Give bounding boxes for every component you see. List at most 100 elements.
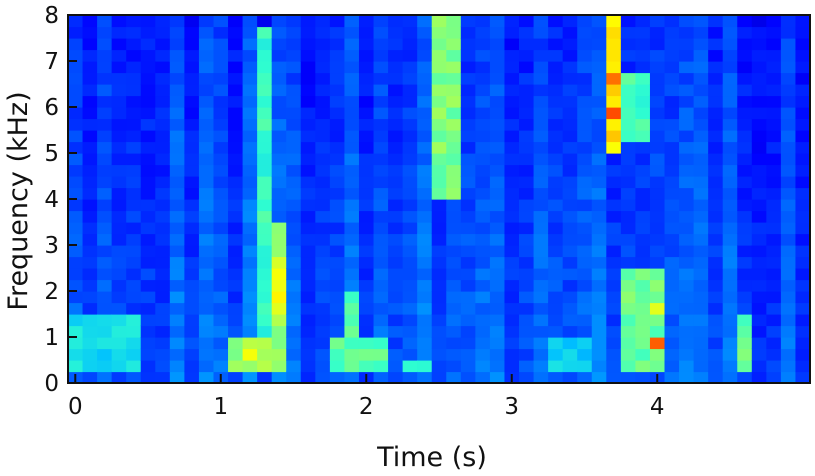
heat-cell (213, 348, 229, 361)
heat-cell (228, 164, 244, 177)
heat-cell (766, 291, 782, 304)
heat-cell (679, 268, 695, 281)
heat-cell (504, 84, 520, 97)
heat-cell (533, 233, 549, 246)
heat-cell (475, 291, 491, 304)
heat-cell (198, 118, 215, 131)
heat-cell (242, 222, 258, 235)
heat-cell (373, 84, 389, 97)
heat-cell (213, 26, 229, 39)
heat-cell (795, 118, 810, 131)
heat-cell (708, 187, 724, 200)
heat-cell (780, 84, 797, 97)
heat-cell (737, 337, 753, 350)
heat-cell (635, 279, 651, 292)
heat-cell (358, 210, 375, 223)
heat-cell (577, 107, 593, 120)
heat-cell (198, 107, 215, 120)
heat-cell (373, 15, 389, 28)
heat-cell (664, 245, 680, 258)
heat-cell (344, 199, 360, 212)
heat-cell (606, 26, 622, 39)
heat-cell (504, 222, 520, 235)
heat-cell (257, 245, 273, 258)
heat-cell (417, 348, 433, 361)
heat-cell (620, 130, 637, 143)
heat-cell (693, 210, 709, 223)
heat-cell (635, 141, 651, 154)
heat-cell (358, 141, 375, 154)
heat-cell (664, 360, 680, 373)
heat-cell (402, 49, 418, 62)
heat-cell (198, 187, 215, 200)
heat-cell (300, 337, 316, 350)
heat-cell (780, 337, 797, 350)
heat-cell (286, 38, 302, 51)
heat-cell (373, 222, 389, 235)
heat-cell (169, 199, 185, 212)
heat-cell (329, 222, 346, 235)
heat-cell (533, 348, 549, 361)
heat-cell (737, 26, 753, 39)
heat-cell (344, 210, 360, 223)
heat-cell (504, 360, 520, 373)
heat-cell (751, 210, 767, 223)
heat-cell (417, 314, 433, 327)
heat-cell (140, 95, 156, 108)
heat-cell (548, 360, 564, 373)
heat-cell (373, 176, 389, 189)
heat-cell (358, 337, 375, 350)
heat-cell (548, 72, 564, 85)
heat-cell (766, 302, 782, 315)
heat-cell (140, 49, 156, 62)
heat-cell (198, 348, 215, 361)
heat-cell (780, 176, 797, 189)
heat-cell (766, 95, 782, 108)
heat-cell (402, 222, 418, 235)
heat-cell (373, 61, 389, 74)
heat-cell (431, 325, 447, 338)
heat-cell (548, 371, 564, 383)
heat-cell (417, 176, 433, 189)
heat-cell (417, 245, 433, 258)
heat-cell (722, 72, 738, 85)
heat-cell (242, 256, 258, 269)
heat-cell (271, 84, 287, 97)
heat-cell (664, 210, 680, 223)
heat-cell (708, 256, 724, 269)
heat-cell (504, 15, 520, 28)
heat-cell (795, 210, 810, 223)
heat-cell (184, 107, 200, 120)
heat-cell (519, 325, 535, 338)
heat-cell (795, 199, 810, 212)
heat-cell (519, 72, 535, 85)
heat-cell (315, 233, 331, 246)
heat-cell (329, 176, 346, 189)
heat-cell (344, 107, 360, 120)
heat-cell (562, 245, 578, 258)
heat-cell (213, 268, 229, 281)
heat-cell (722, 95, 738, 108)
heat-cell (606, 107, 622, 120)
heat-cell (213, 233, 229, 246)
heat-cell (649, 291, 666, 304)
heat-cell (213, 72, 229, 85)
heat-cell (722, 325, 738, 338)
heat-cell (795, 325, 810, 338)
heat-cell (708, 291, 724, 304)
heat-cell (388, 141, 404, 154)
heat-cell (169, 26, 185, 39)
heat-cell (286, 130, 302, 143)
heat-cell (140, 199, 156, 212)
heat-cell (722, 49, 738, 62)
heat-cell (228, 130, 244, 143)
heat-cell (460, 164, 476, 177)
heat-cell (97, 325, 113, 338)
heat-cell (737, 348, 753, 361)
heat-cell (519, 107, 535, 120)
heat-cell (548, 38, 564, 51)
heat-cell (489, 199, 506, 212)
heat-cell (228, 268, 244, 281)
heat-cell (431, 72, 447, 85)
heat-cell (751, 187, 767, 200)
